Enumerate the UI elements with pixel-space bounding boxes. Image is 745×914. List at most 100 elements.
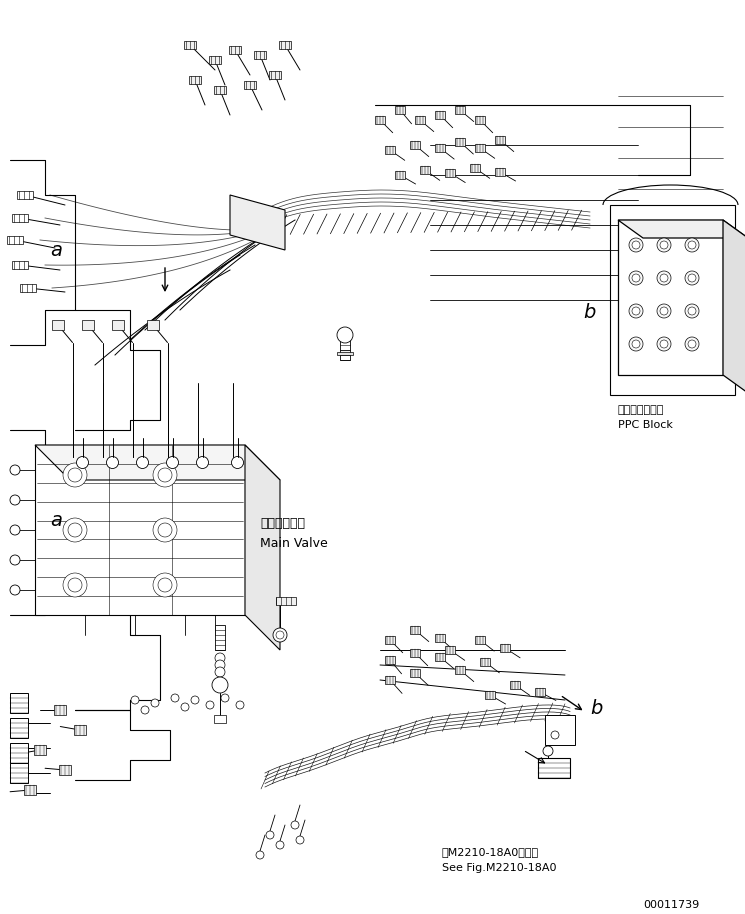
Bar <box>420 166 430 174</box>
Circle shape <box>657 304 671 318</box>
Bar <box>495 136 505 144</box>
Bar <box>455 106 465 114</box>
Circle shape <box>276 841 284 849</box>
Bar <box>20 284 36 292</box>
Circle shape <box>131 696 139 704</box>
Circle shape <box>158 468 172 482</box>
Circle shape <box>63 463 87 487</box>
Bar <box>54 705 66 715</box>
Circle shape <box>629 304 643 318</box>
Bar <box>445 169 455 177</box>
Bar <box>337 352 353 355</box>
Circle shape <box>206 701 214 709</box>
Circle shape <box>657 271 671 285</box>
Circle shape <box>10 585 20 595</box>
Circle shape <box>10 555 20 565</box>
Bar <box>395 106 405 114</box>
Circle shape <box>337 327 353 343</box>
Bar <box>480 658 490 666</box>
Circle shape <box>10 525 20 535</box>
Circle shape <box>660 307 668 315</box>
Circle shape <box>153 518 177 542</box>
Circle shape <box>153 463 177 487</box>
Text: 第M2210-18A0図参照: 第M2210-18A0図参照 <box>442 847 539 857</box>
Bar <box>269 71 281 79</box>
Bar <box>410 649 420 657</box>
Bar <box>475 144 485 152</box>
Circle shape <box>215 660 225 670</box>
Circle shape <box>688 274 696 282</box>
Polygon shape <box>35 445 245 615</box>
Bar <box>276 597 296 605</box>
Circle shape <box>232 456 244 469</box>
Polygon shape <box>618 220 723 375</box>
Circle shape <box>632 241 640 249</box>
Circle shape <box>685 337 699 351</box>
Polygon shape <box>230 195 285 250</box>
Circle shape <box>215 653 225 663</box>
Bar <box>410 141 420 149</box>
Bar <box>189 76 201 84</box>
Bar <box>279 41 291 49</box>
Circle shape <box>63 573 87 597</box>
Circle shape <box>660 241 668 249</box>
Bar <box>435 634 445 642</box>
Bar <box>7 236 23 244</box>
Bar <box>209 56 221 64</box>
Circle shape <box>158 578 172 592</box>
Polygon shape <box>723 220 745 393</box>
Bar <box>214 715 226 723</box>
Bar <box>385 636 395 644</box>
Circle shape <box>212 677 228 693</box>
Circle shape <box>10 465 20 475</box>
Circle shape <box>629 337 643 351</box>
Bar <box>51 320 63 330</box>
Circle shape <box>276 631 284 639</box>
Circle shape <box>296 836 304 844</box>
Circle shape <box>629 238 643 252</box>
Bar <box>375 116 385 124</box>
Circle shape <box>629 271 643 285</box>
Bar <box>24 785 36 795</box>
Circle shape <box>657 337 671 351</box>
Bar <box>510 681 520 689</box>
Circle shape <box>107 456 118 469</box>
Circle shape <box>685 271 699 285</box>
Circle shape <box>197 456 209 469</box>
Bar <box>147 320 159 330</box>
Circle shape <box>688 307 696 315</box>
Circle shape <box>657 238 671 252</box>
Bar <box>475 636 485 644</box>
Bar <box>244 81 256 89</box>
Bar <box>395 171 405 179</box>
Polygon shape <box>618 220 745 238</box>
Bar <box>485 691 495 699</box>
Bar <box>12 261 28 269</box>
Circle shape <box>256 851 264 859</box>
Circle shape <box>291 821 299 829</box>
Circle shape <box>191 696 199 704</box>
Circle shape <box>632 307 640 315</box>
Circle shape <box>266 831 274 839</box>
Bar <box>254 51 266 59</box>
Bar <box>385 656 395 664</box>
Bar <box>112 320 124 330</box>
Circle shape <box>171 694 179 702</box>
Bar <box>455 138 465 146</box>
Text: b: b <box>583 303 596 323</box>
Bar <box>214 86 226 94</box>
Bar <box>545 715 575 745</box>
Bar <box>435 111 445 119</box>
Bar <box>59 765 71 775</box>
Circle shape <box>136 456 148 469</box>
Circle shape <box>215 667 225 677</box>
Circle shape <box>153 573 177 597</box>
Circle shape <box>236 701 244 709</box>
Bar <box>435 653 445 661</box>
Circle shape <box>63 518 87 542</box>
Bar <box>410 626 420 634</box>
Circle shape <box>166 456 179 469</box>
Bar <box>410 669 420 677</box>
Bar <box>538 758 570 778</box>
Circle shape <box>685 238 699 252</box>
